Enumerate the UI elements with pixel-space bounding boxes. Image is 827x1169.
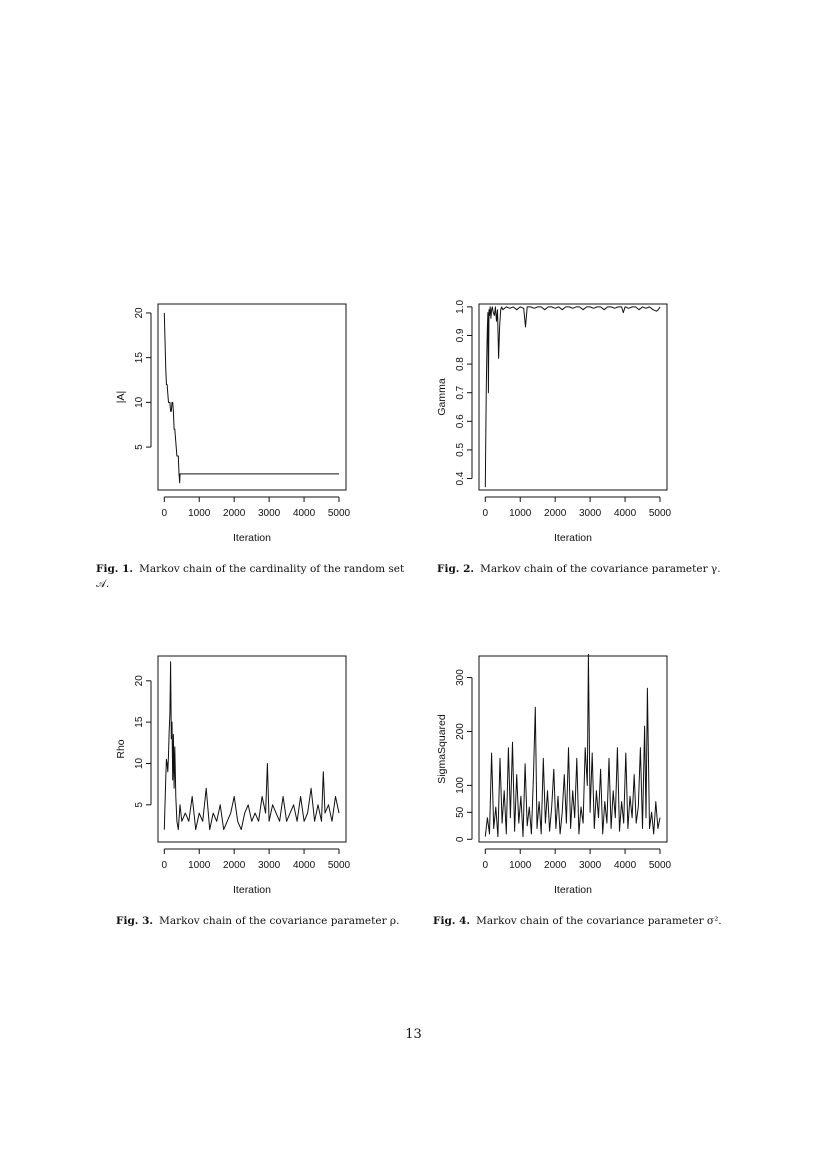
y-axis-label: Gamma <box>436 378 448 416</box>
figure-4-caption-label: Fig. 4. <box>433 915 471 927</box>
x-tick-label: 4000 <box>293 860 316 871</box>
x-tick-label: 0 <box>483 860 489 871</box>
x-tick-label: 1000 <box>509 860 532 871</box>
plot-frame <box>478 303 668 491</box>
x-tick-label: 3000 <box>258 860 281 871</box>
y-tick-label: 100 <box>455 777 466 794</box>
y-axis-label: SigmaSquared <box>436 714 448 784</box>
x-tick-label: 3000 <box>579 860 602 871</box>
page-number: 13 <box>405 1027 422 1042</box>
x-tick-label: 0 <box>162 860 168 871</box>
x-tick-label: 5000 <box>649 860 672 871</box>
y-tick-label: 0.4 <box>455 471 466 485</box>
y-tick-label: 0.5 <box>455 443 466 457</box>
x-axis-label: Iteration <box>233 884 271 896</box>
x-tick-label: 5000 <box>649 508 672 519</box>
figure-3-plot: 0 1000 2000 3000 4000 5000 Iteration 5 10 15 20 Rho <box>108 646 368 896</box>
x-tick-label: 0 <box>162 508 168 519</box>
y-tick-label: 10 <box>134 757 145 769</box>
y-tick-label: 0 <box>455 836 466 842</box>
x-tick-label: 1000 <box>188 508 211 519</box>
figure-2-caption: Fig. 2. Markov chain of the covariance pa… <box>437 562 767 577</box>
series-line <box>163 312 339 484</box>
series-line <box>163 661 340 831</box>
figure-1-plot: 0 1000 2000 3000 4000 5000 Iteration 5 10 15 20 |A| <box>108 294 368 544</box>
y-tick-label: 15 <box>134 352 145 364</box>
figure-2-chart: 0 1000 2000 3000 4000 5000 Iteration 0.4 0.5 0.6 0… <box>436 299 672 544</box>
figure-3-chart: 0 1000 2000 3000 4000 5000 Iteration 5 10 15 20 Rho <box>115 655 351 896</box>
plot-frame <box>157 655 347 843</box>
x-axis-label: Iteration <box>554 884 592 896</box>
figure-3-caption-label: Fig. 3. <box>116 915 154 927</box>
figure-1-caption-text: Markov chain of the cardinality of the r… <box>96 563 405 590</box>
y-axis-label: |A| <box>115 391 127 403</box>
y-tick-label: 20 <box>134 675 145 687</box>
plot-frame <box>157 303 347 491</box>
y-tick-label: 5 <box>134 444 145 450</box>
series-line <box>484 306 661 488</box>
y-tick-label: 0.6 <box>455 414 466 428</box>
x-tick-label: 5000 <box>328 860 351 871</box>
y-tick-label: 0.7 <box>455 385 466 399</box>
figure-4-plot: 0 1000 2000 3000 4000 5000 Iteration 0 50 100 200 3… <box>429 646 689 896</box>
x-tick-label: 1000 <box>188 860 211 871</box>
figure-4-chart: 0 1000 2000 3000 4000 5000 Iteration 0 50 100 200 3… <box>436 653 672 896</box>
x-axis-label: Iteration <box>233 532 271 544</box>
x-tick-label: 2000 <box>544 508 567 519</box>
y-tick-label: 15 <box>134 716 145 728</box>
x-tick-label: 4000 <box>293 508 316 519</box>
figure-3-caption-text: Markov chain of the covariance parameter… <box>159 915 400 927</box>
x-tick-label: 5000 <box>328 508 351 519</box>
y-tick-label: 1.0 <box>455 299 466 313</box>
x-tick-label: 4000 <box>614 508 637 519</box>
x-tick-label: 3000 <box>579 508 602 519</box>
figure-1-caption: Fig. 1. Markov chain of the cardinality o… <box>96 562 414 592</box>
y-tick-label: 20 <box>134 307 145 319</box>
y-tick-label: 300 <box>455 669 466 686</box>
y-tick-label: 50 <box>455 806 466 818</box>
figure-2-caption-text: Markov chain of the covariance parameter… <box>480 563 721 575</box>
y-tick-label: 0.8 <box>455 357 466 371</box>
figure-1-caption-label: Fig. 1. <box>96 563 134 575</box>
x-tick-label: 4000 <box>614 860 637 871</box>
x-tick-label: 2000 <box>544 860 567 871</box>
y-tick-label: 0.9 <box>455 328 466 342</box>
x-tick-label: 1000 <box>509 508 532 519</box>
plot-frame <box>478 655 668 843</box>
figure-4-caption-text: Markov chain of the covariance parameter… <box>476 915 722 927</box>
figure-1-chart: 0 1000 2000 3000 4000 5000 Iteration 5 10 15 20 |A| <box>115 303 351 544</box>
x-tick-label: 2000 <box>223 860 246 871</box>
figure-2-caption-label: Fig. 2. <box>437 563 475 575</box>
y-tick-label: 10 <box>134 396 145 408</box>
x-tick-label: 3000 <box>258 508 281 519</box>
y-tick-label: 5 <box>134 802 145 808</box>
figure-3-caption: Fig. 3. Markov chain of the covariance pa… <box>116 914 436 929</box>
series-line <box>484 653 661 838</box>
y-axis-label: Rho <box>115 739 127 758</box>
figure-2-plot: 0 1000 2000 3000 4000 5000 Iteration 0.4 0.5 0.6 0… <box>429 294 689 544</box>
x-tick-label: 2000 <box>223 508 246 519</box>
x-tick-label: 0 <box>483 508 489 519</box>
y-tick-label: 200 <box>455 723 466 740</box>
figure-4-caption: Fig. 4. Markov chain of the covariance pa… <box>433 914 773 929</box>
x-axis-label: Iteration <box>554 532 592 544</box>
